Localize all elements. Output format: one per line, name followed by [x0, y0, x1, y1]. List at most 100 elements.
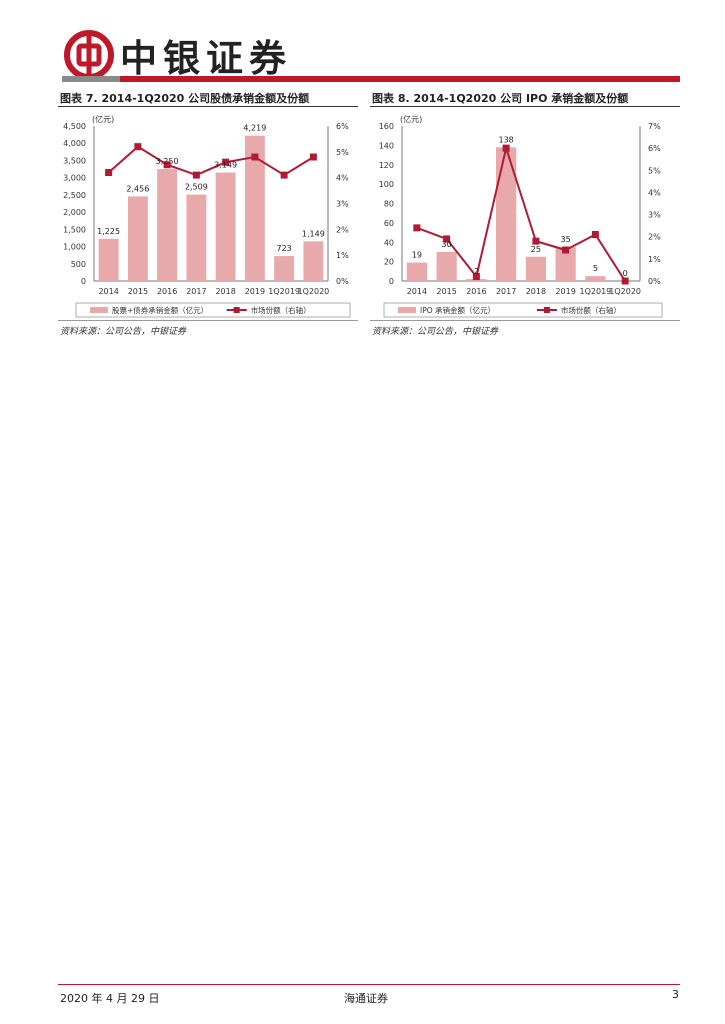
share-point: [502, 144, 510, 152]
share-point: [472, 273, 480, 281]
y-tick-label: 20: [384, 258, 394, 267]
y2-tick-label: 2%: [648, 233, 661, 242]
x-tick-label: 2015: [128, 287, 148, 296]
share-point: [192, 171, 200, 179]
y-axis-unit: (亿元): [92, 114, 114, 124]
share-line: [107, 145, 314, 177]
y-tick-label: 3,500: [63, 156, 86, 165]
bar-data-label: 1,149: [302, 229, 325, 238]
y2-tick-label: 3%: [336, 200, 349, 209]
legend-bar-swatch: [398, 307, 416, 313]
bar: [127, 196, 148, 281]
footer-date: 2020 年 4 月 29 日: [60, 992, 160, 1005]
legend-line-label: 市场份额（右轴）: [561, 305, 621, 315]
figure-8-chart: (亿元)0204060801001201401600%1%2%3%4%5%6%7…: [379, 114, 663, 318]
brand-name: 中银证券: [120, 37, 292, 80]
y2-tick-label: 0%: [648, 277, 661, 286]
x-tick-label: 2019: [245, 287, 265, 296]
y-tick-label: 1,500: [63, 225, 86, 234]
bar: [215, 172, 236, 281]
share-point: [163, 161, 171, 169]
y-axis-unit: (亿元): [400, 114, 422, 124]
figure-7-source: 资料来源：公司公告，中银证券: [60, 327, 187, 337]
y2-tick-label: 2%: [336, 225, 349, 234]
bar: [585, 276, 606, 281]
share-point: [251, 153, 259, 161]
y-tick-label: 120: [379, 161, 394, 170]
share-line: [416, 144, 626, 282]
bar: [555, 247, 576, 281]
figure-7-bottom-rule: [58, 320, 358, 321]
y-tick-label: 40: [384, 238, 394, 247]
legend-bar-label: 股票+债券承销金额（亿元）: [112, 305, 208, 315]
x-tick-label: 1Q2020: [298, 287, 330, 296]
bar: [436, 251, 457, 281]
figure-8-top-rule: [370, 106, 680, 107]
x-tick-label: 2018: [526, 287, 546, 296]
bar-data-label: 4,219: [243, 124, 266, 133]
y2-tick-label: 6%: [648, 144, 661, 153]
x-tick-label: 2015: [436, 287, 456, 296]
bar-data-label: 3,250: [156, 157, 179, 166]
share-point: [562, 246, 570, 254]
page-number: 3: [672, 988, 679, 1001]
y-tick-label: 160: [379, 122, 394, 131]
figure-7-title: 图表 7. 2014-1Q2020 公司股债承销金额及份额: [60, 92, 310, 105]
bar-data-label: 138: [498, 135, 513, 144]
bar-data-label: 19: [412, 251, 422, 260]
bar-data-label: 35: [561, 235, 571, 244]
figure-8-source: 资料来源：公司公告，中银证券: [372, 327, 499, 337]
y2-tick-label: 1%: [336, 251, 349, 260]
y-tick-label: 0: [81, 277, 86, 286]
bar: [186, 194, 207, 281]
y2-tick-label: 4%: [648, 188, 661, 197]
y-tick-label: 4,000: [63, 139, 86, 148]
figure-7-top-rule: [58, 106, 358, 107]
share-point: [280, 171, 288, 179]
legend-box: [75, 302, 351, 318]
legend-bar-swatch: [90, 307, 108, 313]
bar: [406, 262, 427, 281]
y2-tick-label: 4%: [336, 174, 349, 183]
y2-tick-label: 6%: [336, 122, 349, 131]
share-point: [309, 153, 317, 161]
x-tick-label: 2018: [215, 287, 235, 296]
share-point: [222, 158, 230, 166]
y-tick-label: 3,000: [63, 174, 86, 183]
y2-tick-label: 7%: [648, 122, 661, 131]
share-point: [532, 237, 540, 245]
y2-tick-label: 1%: [648, 255, 661, 264]
bar: [244, 135, 265, 281]
bar-data-label: 1,225: [97, 227, 120, 236]
y2-tick-label: 5%: [336, 148, 349, 157]
legend-line-marker: [543, 307, 550, 313]
bar: [303, 241, 324, 281]
bar-data-label: 0: [623, 269, 628, 278]
bar: [525, 256, 546, 281]
bar: [496, 147, 517, 281]
share-point: [591, 231, 599, 238]
x-tick-label: 1Q2020: [609, 287, 641, 296]
legend-line-label: 市场份额（右轴）: [251, 305, 311, 315]
share-point: [105, 169, 113, 176]
y-tick-label: 500: [71, 260, 86, 269]
figure-7-chart: (亿元) 0 500 1,000 1,500 2,000 2,500 3,000 3,500 4,…: [63, 114, 351, 318]
y-tick-label: 140: [379, 141, 394, 150]
header-rule-gray: [62, 76, 120, 82]
x-tick-label: 1Q2019: [580, 287, 612, 296]
y-tick-label: 100: [379, 180, 394, 189]
x-tick-label: 2017: [496, 287, 516, 296]
bar-data-label: 2,456: [126, 184, 149, 193]
x-tick-label: 1Q2019: [268, 287, 300, 296]
footer-publisher: 海通证券: [344, 992, 388, 1005]
bar-data-label: 30: [442, 240, 452, 249]
x-tick-label: 2014: [98, 287, 118, 296]
x-tick-label: 2016: [157, 287, 177, 296]
y2-tick-label: 3%: [648, 211, 661, 220]
legend-line-marker: [233, 307, 240, 313]
bank-logo: [64, 30, 114, 80]
share-point: [134, 143, 142, 151]
y-tick-label: 4,500: [63, 122, 86, 131]
y2-tick-label: 5%: [648, 166, 661, 175]
bar: [98, 238, 119, 281]
